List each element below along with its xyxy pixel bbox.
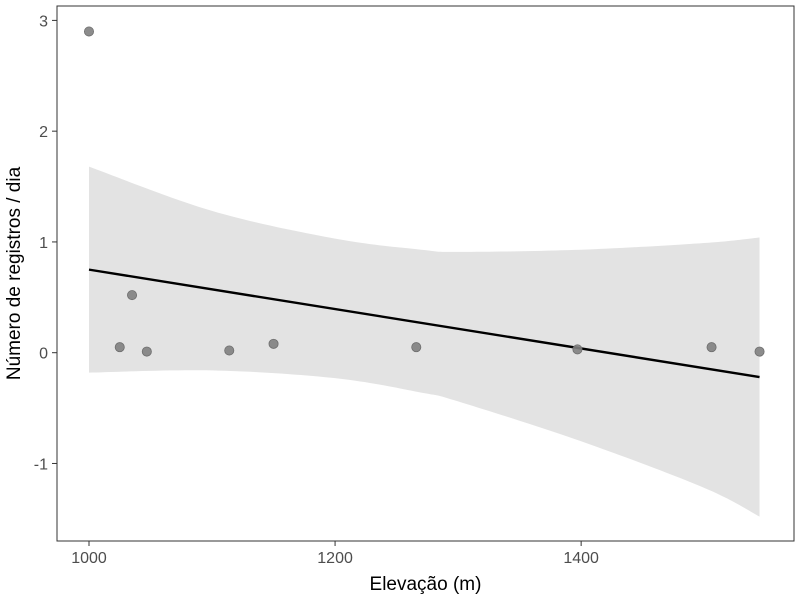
data-point xyxy=(268,338,279,349)
panel-border xyxy=(56,5,795,542)
y-tick-label: 3 xyxy=(39,13,48,30)
plot-panel xyxy=(56,5,795,542)
x-tick-label: 1200 xyxy=(317,550,353,567)
y-tick-label: 0 xyxy=(39,346,48,363)
data-point xyxy=(127,290,138,301)
x-tick-label: 1400 xyxy=(563,550,599,567)
y-tick-label: -1 xyxy=(34,456,48,473)
data-point xyxy=(754,346,765,357)
data-point xyxy=(706,342,717,353)
data-point xyxy=(411,342,422,353)
data-point xyxy=(83,26,94,37)
data-point xyxy=(141,346,152,357)
data-points xyxy=(83,26,765,357)
x-tick-label: 1000 xyxy=(71,550,107,567)
data-point xyxy=(224,345,235,356)
y-tick-label: 2 xyxy=(39,124,48,141)
confidence-band xyxy=(88,166,760,517)
regression-line xyxy=(88,268,760,379)
y-axis-ticks: -1 0 1 2 3 xyxy=(34,13,57,473)
data-point xyxy=(572,344,583,355)
x-axis-title: Elevação (m) xyxy=(370,574,482,595)
data-point xyxy=(114,342,125,353)
y-tick-label: 1 xyxy=(39,235,48,252)
y-axis-title: Número de registros / dia xyxy=(4,166,25,380)
x-axis-ticks: 1000 1200 1400 xyxy=(71,541,599,567)
